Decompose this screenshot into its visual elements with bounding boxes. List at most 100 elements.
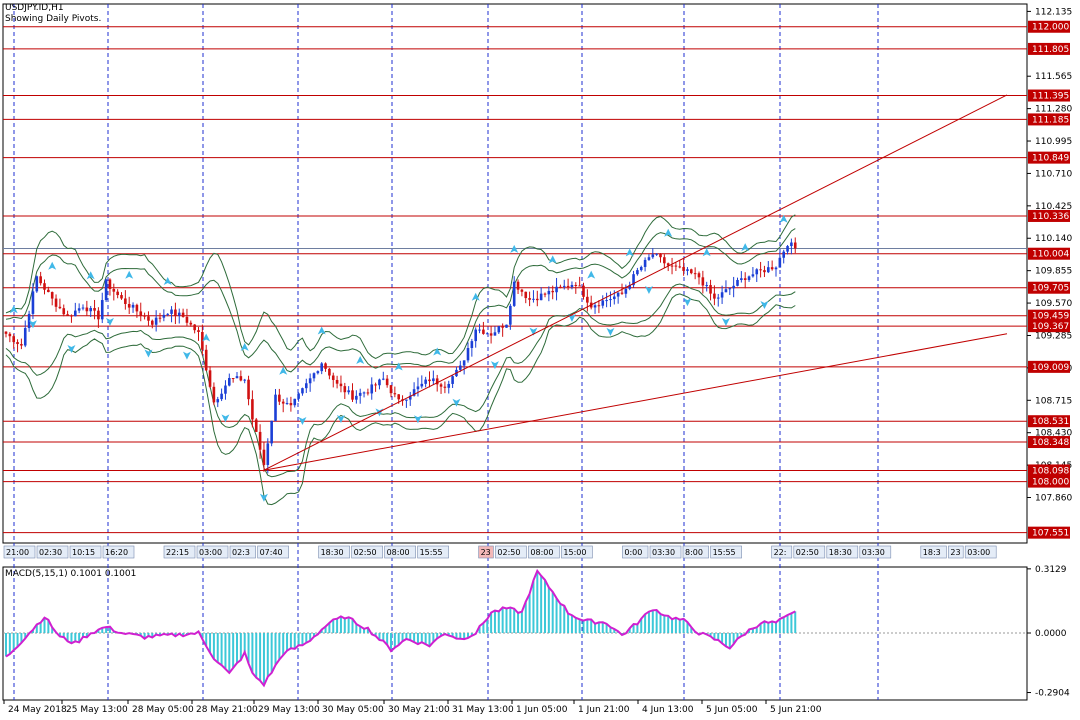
pivot-level-label: 109.705 <box>1032 284 1069 294</box>
candle-body <box>270 420 273 444</box>
fractal-down-arrow-icon <box>28 320 37 329</box>
fractal-up-arrow-icon <box>625 248 634 257</box>
candle-body <box>686 269 689 271</box>
candle-body <box>539 293 543 301</box>
candle-body <box>690 269 693 274</box>
session-time-label: 03:30 <box>862 548 885 557</box>
session-time-label: 02:50 <box>796 548 819 557</box>
envelope-upper-outer <box>5 214 796 359</box>
candle-body <box>743 278 747 280</box>
candle-body <box>485 333 489 335</box>
pivot-level-label: 109.367 <box>1032 322 1069 332</box>
fractal-up-arrow-icon <box>702 248 711 257</box>
time-axis-label: 30 May 21:00 <box>388 705 450 715</box>
session-time-marker <box>859 545 892 559</box>
candle-body <box>74 310 77 317</box>
session-time-marker <box>351 545 383 559</box>
time-axis-label: 31 May 13:00 <box>452 705 514 715</box>
session-time-label: 02:50 <box>497 548 520 557</box>
session-time-label: 0:00 <box>624 548 642 557</box>
candle-body <box>709 285 712 294</box>
chart-subtitle: Showing Daily Pivots. <box>5 14 102 24</box>
candle-body <box>8 333 12 337</box>
pivot-level-tag <box>1028 151 1070 164</box>
candle-body <box>331 375 335 380</box>
session-time-label: 03:30 <box>652 548 675 557</box>
pivot-level-tag <box>1028 464 1070 477</box>
pivot-level-label: 110.849 <box>1032 154 1069 164</box>
candle-body <box>370 384 374 394</box>
candle-body <box>701 277 705 286</box>
candle-body <box>343 386 347 393</box>
pivot-level-tag <box>1028 309 1070 322</box>
fractal-down-arrow-icon <box>105 317 114 326</box>
candle-body <box>670 265 674 267</box>
pivot-level-tag <box>1028 113 1070 126</box>
session-time-marker <box>826 545 859 559</box>
fractal-up-arrow-icon <box>433 347 442 356</box>
fractal-down-arrow-icon <box>259 493 268 502</box>
session-time-marker <box>649 545 682 559</box>
trend-line[interactable] <box>263 94 1008 471</box>
candle-body <box>27 313 31 329</box>
candle-body <box>643 259 647 267</box>
candle-body <box>54 298 58 307</box>
candle-body <box>212 386 216 403</box>
candle-body <box>451 376 454 384</box>
pivot-level-label: 107.551 <box>1032 529 1069 539</box>
candle-body <box>424 379 427 384</box>
candle-body <box>355 395 358 400</box>
candle-body <box>566 285 570 288</box>
candle-body <box>289 403 293 406</box>
fractal-up-arrow-icon <box>48 261 57 270</box>
candle-body <box>347 390 350 393</box>
candle-body <box>235 376 239 379</box>
candle-body <box>393 393 397 395</box>
candle-body <box>293 398 297 406</box>
session-time-marker <box>710 545 742 559</box>
candle-body <box>285 403 289 405</box>
pivot-level-tag <box>1028 436 1070 449</box>
candle-body <box>216 399 220 403</box>
session-time-label: 18:30 <box>321 548 344 557</box>
fractal-down-arrow-icon <box>298 417 307 426</box>
fractal-up-arrow-icon <box>510 244 519 253</box>
session-time-marker <box>384 545 416 559</box>
candle-body <box>628 285 631 289</box>
candle-body <box>593 305 597 308</box>
candle-body <box>366 392 370 394</box>
session-time-label: 15:55 <box>420 548 443 557</box>
price-axis-label: 110.710 <box>1035 169 1072 179</box>
candle-body <box>478 329 481 331</box>
candle-body <box>100 300 104 320</box>
candle-body <box>228 378 231 386</box>
candle-body <box>243 379 246 381</box>
macd-axis-label: 0.0000 <box>1035 629 1067 639</box>
candle-body <box>151 320 154 325</box>
fractal-down-arrow-icon <box>144 349 153 358</box>
price-axis-label: 109.855 <box>1035 267 1072 277</box>
chart-symbol-title: USDJPY.ID,H1 <box>5 3 64 13</box>
candle-body <box>505 324 508 328</box>
candle-body <box>578 285 581 287</box>
fractal-up-arrow-icon <box>279 366 288 375</box>
candle-body <box>177 312 181 316</box>
candle-body <box>35 276 39 292</box>
session-time-label: 18:3 <box>923 548 941 557</box>
price-axis-label: 112.135 <box>1035 7 1072 17</box>
session-time-marker <box>622 545 649 559</box>
session-time-label: 23 <box>481 548 491 557</box>
price-axis-label: 110.140 <box>1035 234 1072 244</box>
candle-body <box>181 312 185 317</box>
fractal-down-arrow-icon <box>606 327 615 336</box>
candle-body <box>790 242 793 247</box>
price-axis-label: 110.995 <box>1035 137 1072 147</box>
candle-body <box>655 253 658 255</box>
session-time-label: 03:00 <box>967 548 990 557</box>
fractal-down-arrow-icon <box>336 415 345 424</box>
trend-line[interactable] <box>263 333 1008 471</box>
candle-body <box>740 278 743 280</box>
fractal-up-arrow-icon <box>317 326 326 335</box>
candle-body <box>767 267 770 273</box>
